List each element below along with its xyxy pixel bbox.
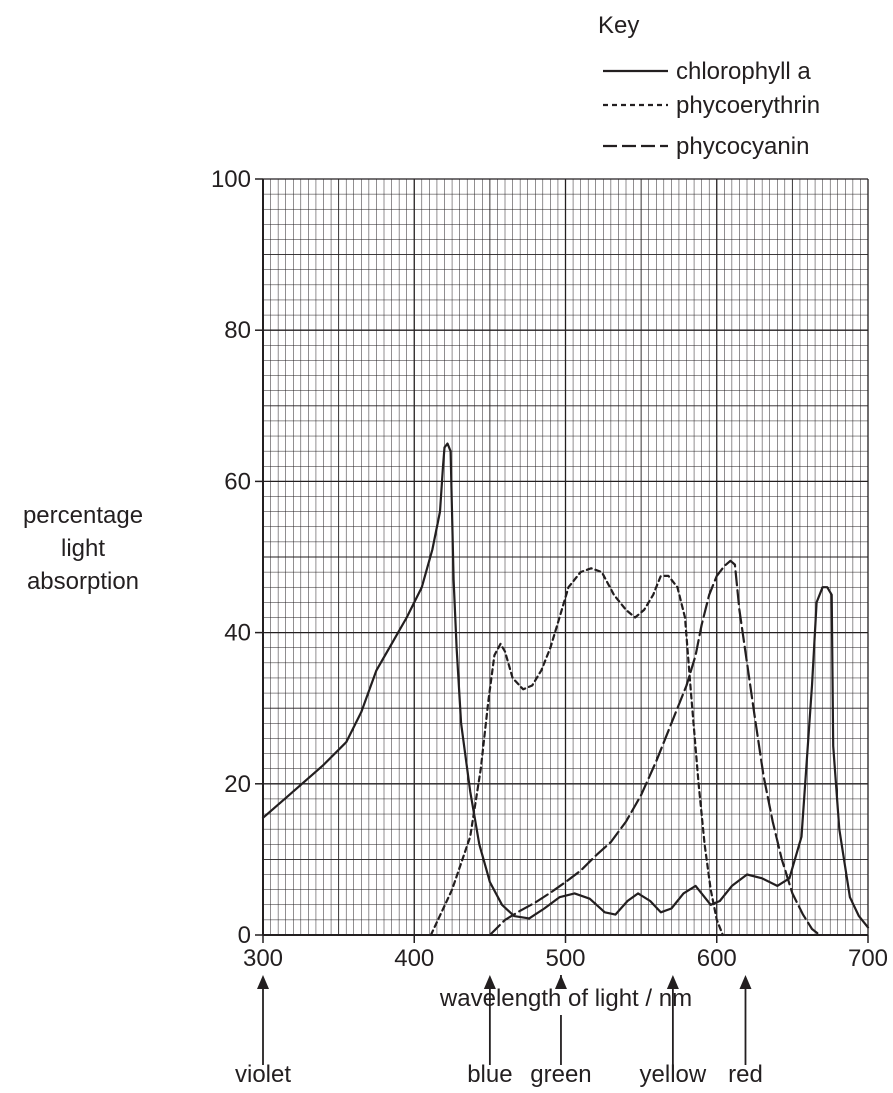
series-line-phycoerythrin	[429, 567, 724, 937]
x-tick-label: 600	[697, 945, 737, 972]
y-tick-label: 40	[224, 620, 251, 647]
legend-label-phycocyanin: phycocyanin	[676, 133, 809, 160]
colour-annotations: violet blue green yellow red	[235, 975, 763, 1088]
y-tick-label: 100	[211, 166, 251, 193]
x-tick-label: 500	[545, 945, 585, 972]
y-axis-label-line-1: percentage	[23, 502, 143, 529]
annotation-label-red: red	[728, 1061, 763, 1088]
x-tick-label: 400	[394, 945, 434, 972]
annotation-label-blue: blue	[467, 1061, 512, 1088]
y-tick-label: 0	[238, 922, 251, 949]
y-tick-label: 80	[224, 317, 251, 344]
series-line-chlorophyll-a	[261, 442, 870, 929]
chart-axes	[255, 178, 869, 943]
y-axis-label-line-2: light	[61, 535, 105, 562]
annotation-label-yellow: yellow	[640, 1061, 707, 1088]
annotation-arrow-head	[554, 975, 567, 989]
legend-label-phycoerythrin: phycoerythrin	[676, 92, 820, 119]
y-tick-label: 20	[224, 771, 251, 798]
x-axis-label: wavelength of light / nm	[439, 985, 692, 1012]
annotation-label-violet: violet	[235, 1061, 291, 1088]
annotation-arrow-head	[257, 975, 269, 989]
chart-grid	[262, 178, 869, 936]
x-tick-label: 700	[848, 945, 888, 972]
legend: Key chlorophyll a phycoerythrin phycocya…	[598, 12, 820, 160]
y-tick-label: 60	[224, 468, 251, 495]
series-line-phycocyanin	[488, 559, 821, 937]
y-axis-label-line-3: absorption	[27, 568, 139, 595]
annotation-arrow-head	[666, 975, 679, 989]
annotation-label-green: green	[530, 1061, 591, 1088]
tick-labels: 300 400 500 600 700 0 20 40 60 80 100	[211, 166, 888, 972]
annotation-arrow-head	[739, 975, 752, 989]
legend-label-chlorophyll: chlorophyll a	[676, 58, 811, 85]
chart-series	[261, 442, 870, 937]
x-tick-label: 300	[243, 945, 283, 972]
legend-title: Key	[598, 12, 639, 39]
annotation-arrow-head	[483, 975, 496, 989]
